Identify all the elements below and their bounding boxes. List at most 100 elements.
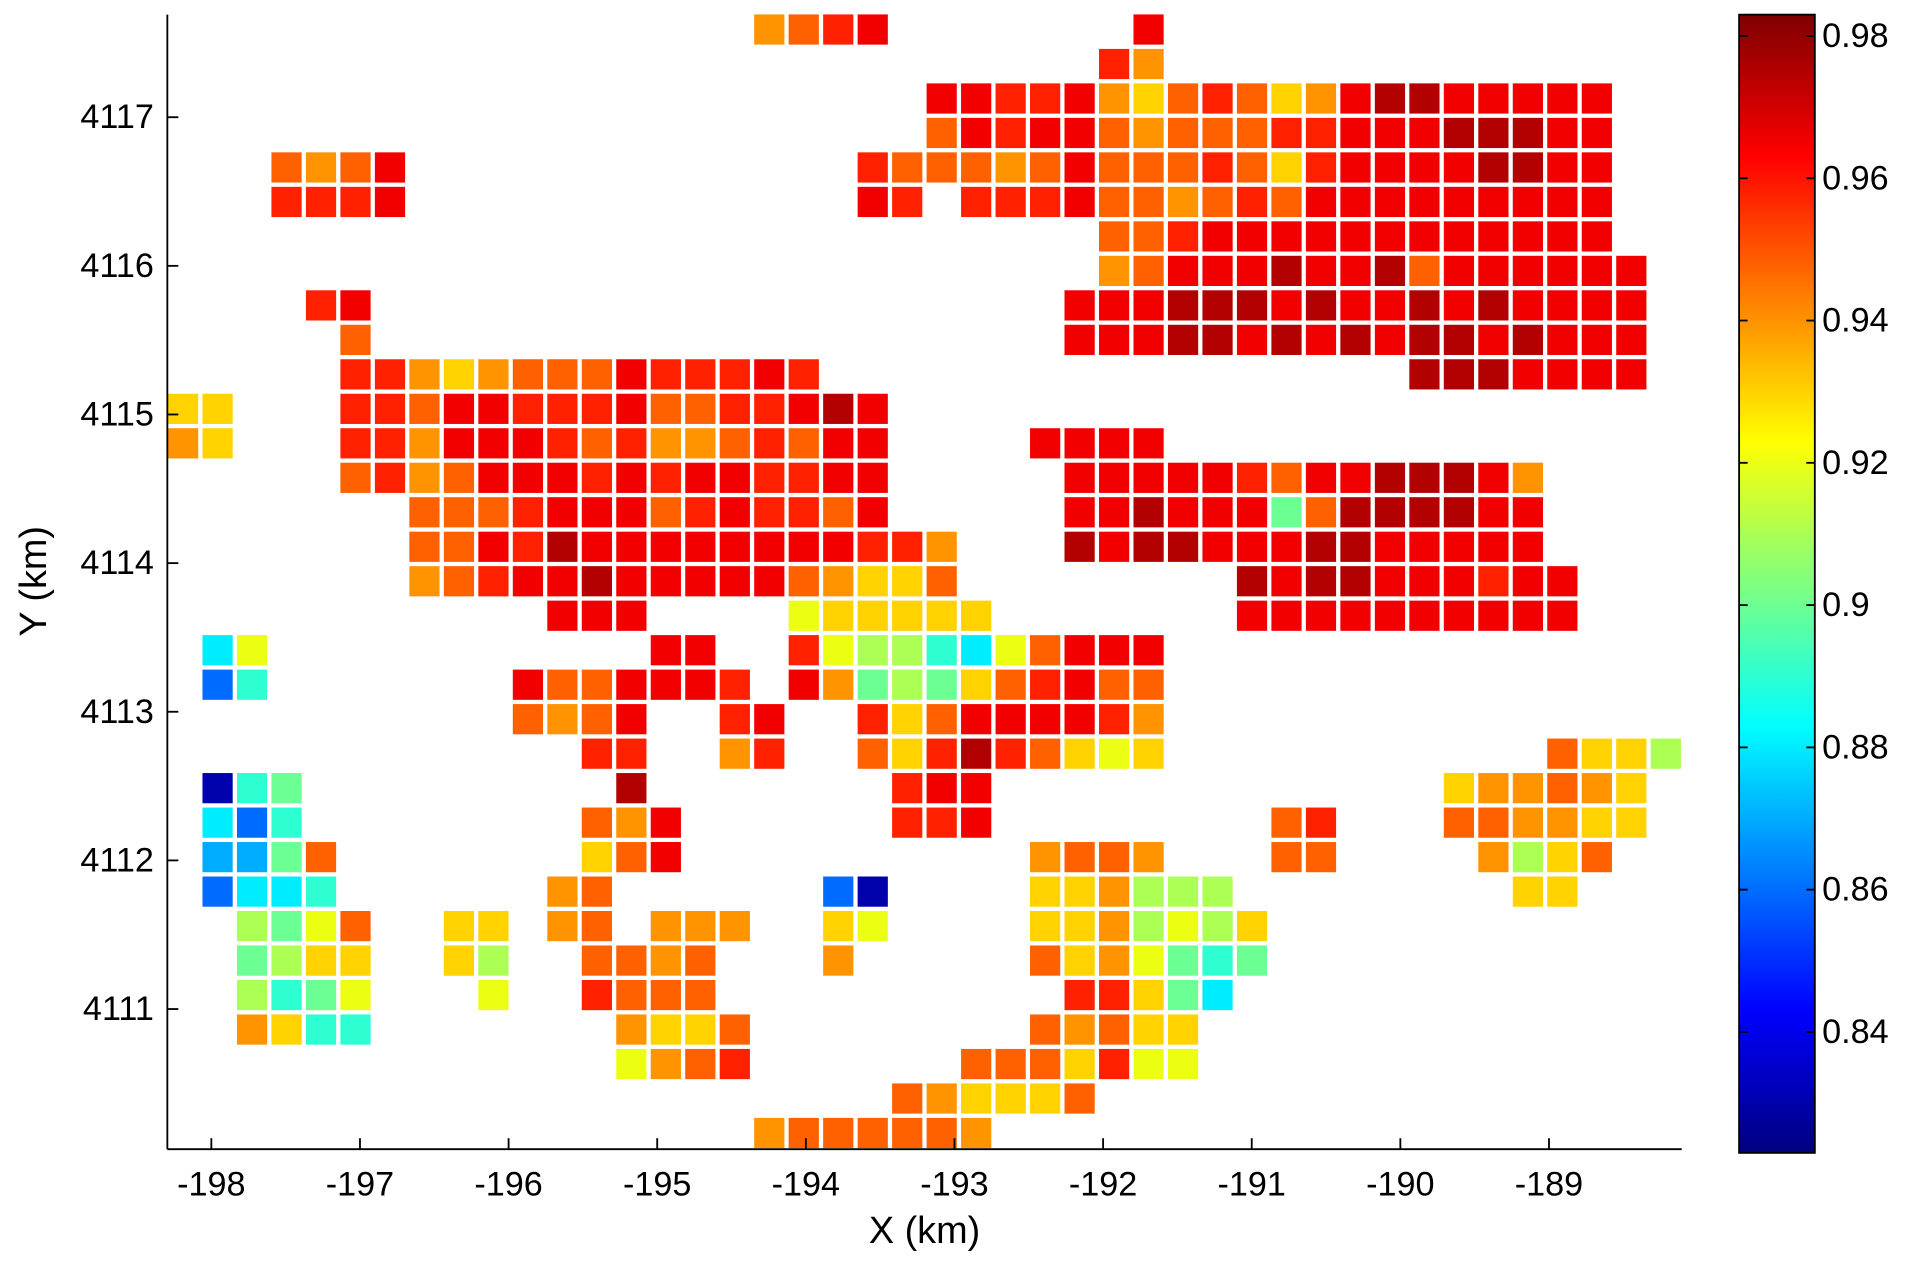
- cell: [581, 669, 612, 700]
- cell: [1478, 566, 1509, 597]
- x-tick-label: -190: [1366, 1166, 1434, 1204]
- cell: [1512, 324, 1543, 355]
- cell: [1478, 462, 1509, 493]
- cell: [202, 842, 233, 873]
- cell: [650, 1014, 681, 1045]
- cell: [719, 428, 750, 459]
- y-tick-label: 4116: [80, 247, 154, 285]
- cell: [547, 462, 578, 493]
- cell: [1236, 910, 1268, 942]
- cell: [340, 359, 371, 390]
- cell: [685, 945, 716, 976]
- x-tick-label: -198: [177, 1166, 245, 1204]
- cell: [1581, 83, 1612, 114]
- cell: [1064, 1048, 1095, 1080]
- cell: [1581, 738, 1612, 769]
- cell: [1236, 531, 1268, 562]
- cell: [926, 635, 957, 666]
- cell: [236, 635, 268, 666]
- cell: [616, 531, 647, 562]
- cell: [1305, 255, 1337, 287]
- cell: [1133, 462, 1164, 493]
- x-tick-label: -193: [920, 1166, 988, 1204]
- cell: [443, 497, 475, 528]
- cell: [1374, 290, 1406, 321]
- cell: [1650, 738, 1681, 769]
- cell: [857, 600, 888, 631]
- cell: [1236, 83, 1268, 114]
- cell: [1064, 462, 1095, 493]
- cell: [823, 600, 854, 631]
- cell: [685, 497, 716, 528]
- cell: [443, 910, 475, 942]
- cell: [1581, 186, 1612, 218]
- cell: [857, 428, 888, 459]
- cell: [1374, 255, 1406, 287]
- cell: [961, 186, 992, 218]
- cell: [650, 393, 681, 424]
- cell: [1547, 83, 1578, 114]
- cell: [1547, 566, 1578, 597]
- cell: [1098, 186, 1130, 218]
- cell: [892, 152, 923, 183]
- cell: [1030, 117, 1061, 149]
- cell: [754, 704, 785, 735]
- cell: [1030, 1083, 1061, 1114]
- cell: [857, 876, 888, 907]
- cell: [1512, 462, 1543, 493]
- cell: [1236, 117, 1268, 149]
- cell: [1374, 497, 1406, 528]
- cell: [1167, 910, 1199, 942]
- cell: [892, 186, 923, 218]
- cell: [409, 428, 440, 459]
- cell: [1133, 945, 1164, 976]
- cell: [1167, 497, 1199, 528]
- cell: [409, 359, 440, 390]
- cell: [995, 117, 1026, 149]
- cell: [1581, 324, 1612, 355]
- cell: [305, 842, 337, 873]
- cell: [857, 738, 888, 769]
- cell: [1133, 14, 1164, 45]
- cell: [857, 462, 888, 493]
- cell: [1030, 669, 1061, 700]
- cell: [374, 428, 406, 459]
- cell: [1512, 186, 1543, 218]
- cell: [1202, 497, 1233, 528]
- cell: [1167, 1014, 1199, 1045]
- cell: [1478, 117, 1509, 149]
- cell: [1616, 255, 1647, 287]
- cell: [1271, 842, 1302, 873]
- cell: [340, 910, 371, 942]
- cell: [650, 497, 681, 528]
- cell: [1478, 359, 1509, 390]
- cell: [340, 428, 371, 459]
- cell: [1098, 152, 1130, 183]
- cell: [1167, 186, 1199, 218]
- cell: [719, 566, 750, 597]
- cell: [547, 428, 578, 459]
- cell: [616, 945, 647, 976]
- cell: [1409, 497, 1440, 528]
- cell: [1236, 497, 1268, 528]
- cell: [1512, 600, 1543, 631]
- cell: [650, 1048, 681, 1080]
- cell: [1133, 324, 1164, 355]
- cell: [719, 669, 750, 700]
- cell: [857, 14, 888, 45]
- cell: [719, 704, 750, 735]
- cell: [547, 359, 578, 390]
- cell: [1133, 979, 1164, 1011]
- cell: [1547, 324, 1578, 355]
- cell: [926, 152, 957, 183]
- cell: [1098, 910, 1130, 942]
- cell: [892, 531, 923, 562]
- cell: [1340, 152, 1371, 183]
- x-tick-label: -194: [772, 1166, 840, 1204]
- cell: [1133, 669, 1164, 700]
- cell: [1581, 255, 1612, 287]
- cell: [1581, 221, 1612, 252]
- cell: [478, 910, 509, 942]
- cell: [547, 876, 578, 907]
